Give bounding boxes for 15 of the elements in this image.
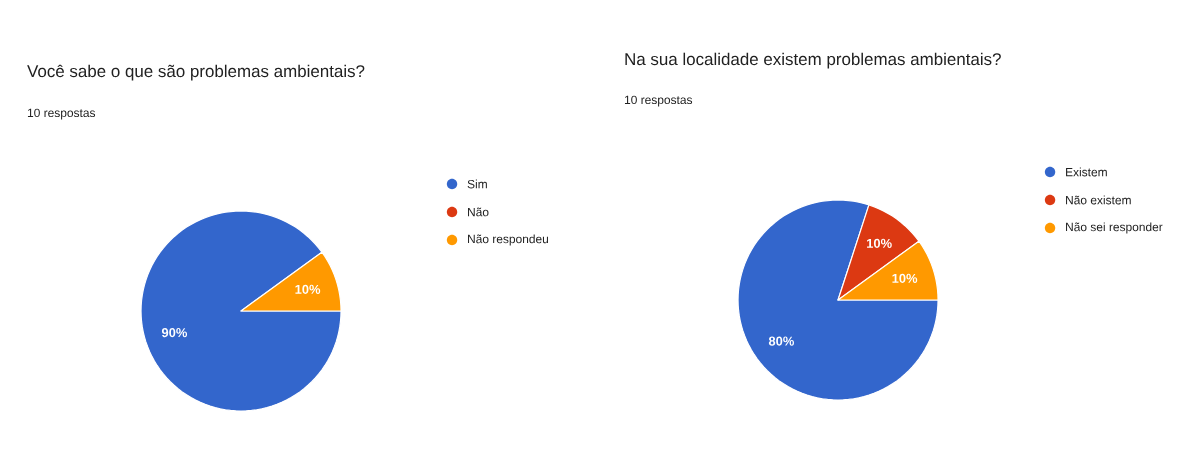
legend-label: Sim (467, 179, 487, 189)
data-label: 10% (892, 273, 918, 283)
legend-label: Existem (1066, 167, 1107, 177)
data-label: 80% (768, 336, 794, 346)
legend-label: Não sei responder (1066, 222, 1163, 234)
chart-title: Você sabe o que são problemas ambientais? (27, 64, 365, 81)
chart-title: Na sua localidade existem problemas ambientais? (625, 52, 1001, 69)
legend-label: Não existem (1066, 195, 1131, 205)
data-label: 10% (295, 284, 321, 294)
data-label: 90% (161, 328, 188, 338)
legend-label: Não (468, 207, 489, 217)
data-label: 10% (867, 238, 892, 248)
chart-subtitle: 10 respostas (624, 95, 693, 107)
chart-subtitle: 10 respostas (27, 108, 96, 120)
legend-label: Não respondeu (468, 234, 549, 246)
